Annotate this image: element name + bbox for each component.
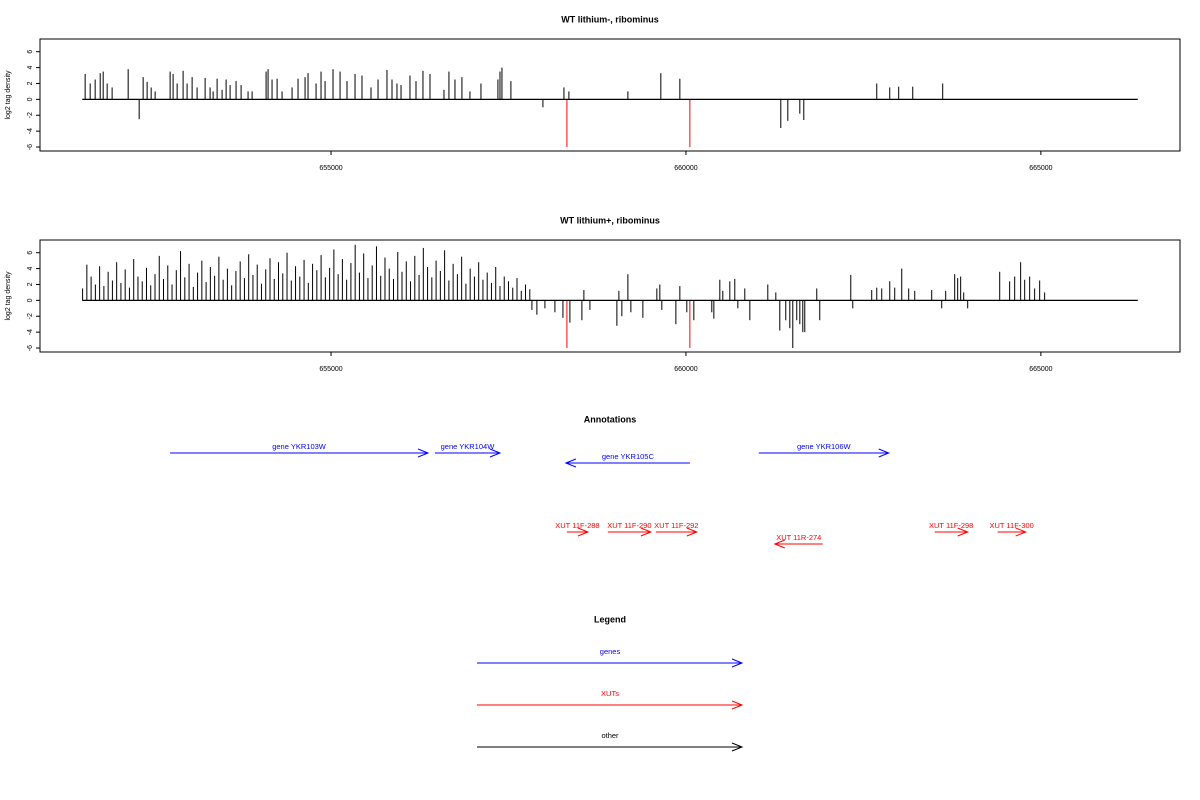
x-tick-label: 665000 <box>1029 366 1052 373</box>
y-tick-label: 0 <box>27 298 34 302</box>
annotation-label: XUT 11F-298 <box>929 521 973 530</box>
y-axis-label: log2 tag density <box>5 271 12 321</box>
x-tick-label: 660000 <box>674 366 697 373</box>
y-tick-label: 4 <box>27 66 34 70</box>
annotation-arrow-head <box>878 448 891 458</box>
y-axis-label: log2 tag density <box>5 70 12 120</box>
x-tick-label: 660000 <box>674 165 697 172</box>
legend-label: other <box>601 731 619 740</box>
chart-title: WT lithium-, ribominus <box>561 14 659 24</box>
legend-arrow-head <box>731 700 744 710</box>
plot-frame <box>39 38 1181 152</box>
annotation-arrow-head <box>686 527 699 537</box>
annotation-arrow-head <box>489 448 502 458</box>
y-tick-label: -6 <box>27 144 34 150</box>
annotations-title: Annotations <box>584 414 637 424</box>
annotation-arrow-head <box>577 527 590 537</box>
y-tick-label: -4 <box>27 329 34 335</box>
annotation-arrow-head <box>1015 527 1028 537</box>
annotation-label: gene YKR104W <box>441 442 496 451</box>
legend-title: Legend <box>594 614 626 624</box>
y-tick-label: 0 <box>27 97 34 101</box>
y-tick-label: -2 <box>27 313 34 319</box>
legend-arrow-head <box>731 742 744 752</box>
y-tick-label: 2 <box>27 282 34 286</box>
annotation-arrow-head <box>417 448 430 458</box>
y-tick-label: 6 <box>27 50 34 54</box>
y-tick-label: 4 <box>27 267 34 271</box>
annotation-label: XUT 11F-292 <box>654 521 698 530</box>
annotation-arrow-head <box>564 458 577 468</box>
annotation-arrow-head <box>640 527 653 537</box>
y-tick-label: -2 <box>27 112 34 118</box>
x-tick-label: 655000 <box>319 366 342 373</box>
chart-title: WT lithium+, ribominus <box>560 215 660 225</box>
annotation-label: XUT 11F-290 <box>607 521 651 530</box>
annotation-label: gene YKR106W <box>797 442 852 451</box>
annotation-label: XUT 11R-274 <box>776 533 821 542</box>
legend-label: XUTs <box>601 689 619 698</box>
annotation-label: gene YKR105C <box>602 452 655 461</box>
legend-label: genes <box>600 647 621 656</box>
annotation-label: XUT 11F-300 <box>989 521 1033 530</box>
annotation-arrow-head <box>957 527 970 537</box>
x-tick-label: 665000 <box>1029 165 1052 172</box>
x-tick-label: 655000 <box>319 165 342 172</box>
y-tick-label: -4 <box>27 128 34 134</box>
annotation-label: gene YKR103W <box>272 442 327 451</box>
plot-frame <box>39 239 1181 353</box>
annotation-arrow-head <box>773 539 786 549</box>
annotation-label: XUT 11F-288 <box>555 521 599 530</box>
y-tick-label: 2 <box>27 81 34 85</box>
y-tick-label: -6 <box>27 345 34 351</box>
y-tick-label: 6 <box>27 251 34 255</box>
legend-arrow-head <box>731 658 744 668</box>
